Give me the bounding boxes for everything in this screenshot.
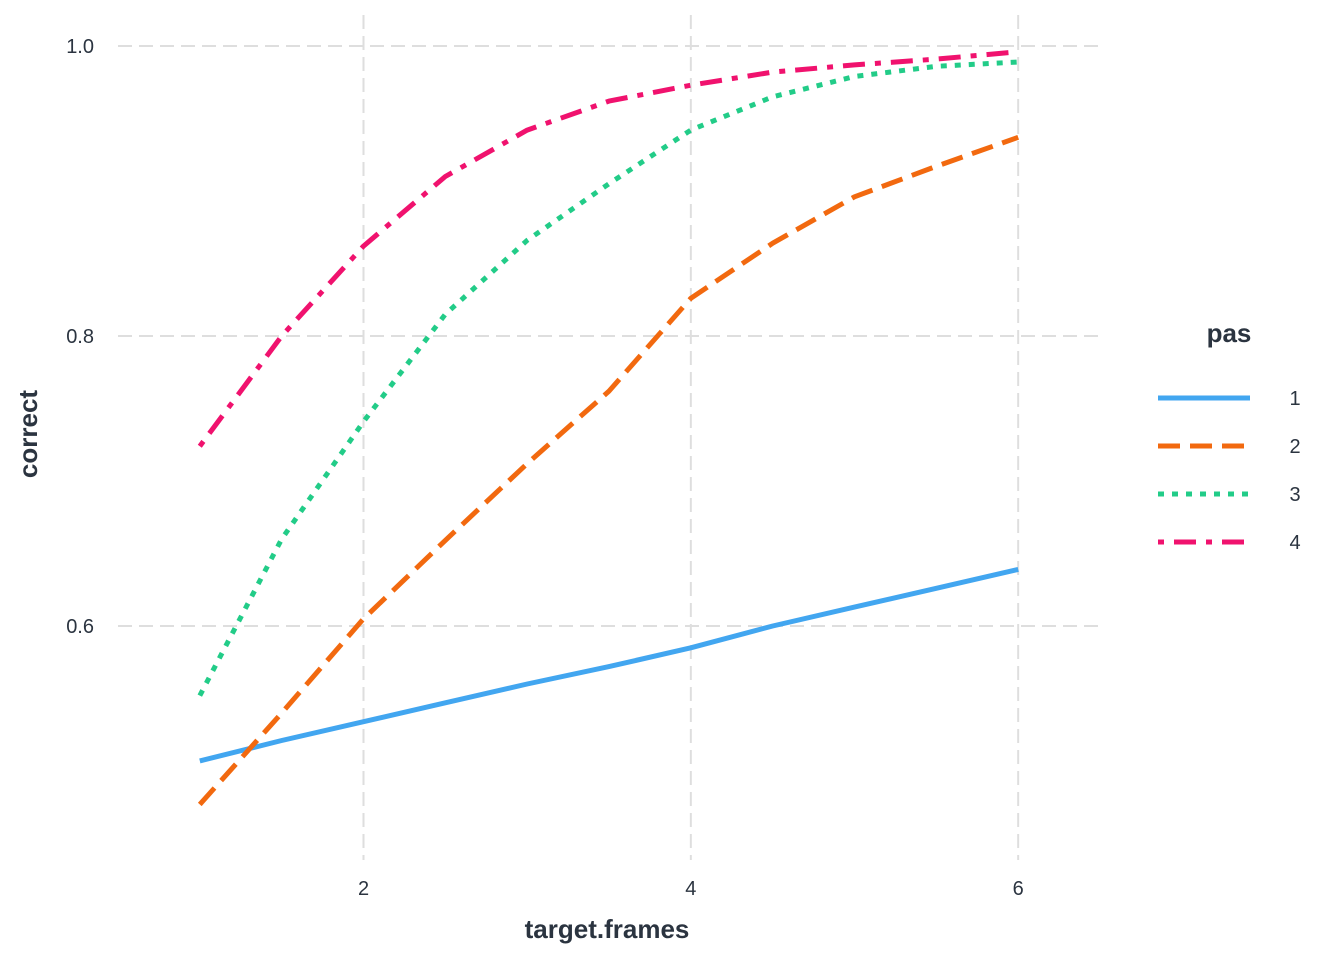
legend-items: 1 2 3 4: [1158, 388, 1301, 554]
series-line-pas-1: [199, 566, 1019, 764]
legend-title: pas: [1207, 318, 1252, 348]
x-tick-label: 6: [1013, 878, 1024, 900]
legend-label-pas-1: 1: [1289, 388, 1300, 410]
y-axis-title: correct: [13, 390, 43, 478]
tick-labels: 0.6 0.8 1.0 2 4 6: [66, 36, 1024, 900]
x-tick-label: 2: [358, 878, 369, 900]
y-tick-label: 1.0: [66, 36, 94, 58]
legend: pas 1 2 3 4: [1158, 318, 1301, 554]
legend-label-pas-3: 3: [1289, 484, 1300, 506]
x-axis-title: target.frames: [525, 914, 690, 944]
series-line-pas-4: [197, 49, 1019, 448]
y-tick-label: 0.8: [66, 326, 94, 348]
legend-label-pas-4: 4: [1289, 532, 1300, 554]
x-tick-label: 4: [685, 878, 696, 900]
y-tick-label: 0.6: [66, 616, 94, 638]
series-line-pas-2: [197, 134, 1020, 807]
series-lines: [197, 49, 1020, 807]
series-line-pas-3: [197, 59, 1019, 697]
legend-label-pas-2: 2: [1289, 436, 1300, 458]
